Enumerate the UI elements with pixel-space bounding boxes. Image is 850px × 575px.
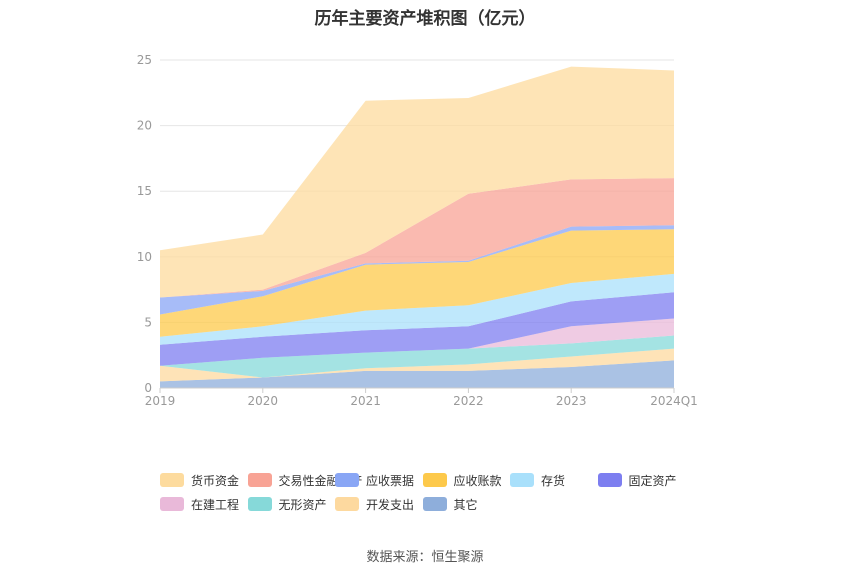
- area-series-1: [160, 348, 674, 382]
- y-tick-label: 10: [137, 250, 152, 264]
- legend-swatch: [160, 497, 184, 511]
- source-note: 数据来源：恒生聚源: [366, 550, 484, 565]
- area-series-5: [160, 273, 674, 345]
- legend-item[interactable]: 无形资产: [247, 496, 327, 512]
- area-series-3: [160, 318, 674, 366]
- area-series-8: [160, 178, 674, 298]
- area-series-4: [160, 292, 674, 366]
- legend-swatch: [510, 473, 534, 487]
- legend-label: 货币资金: [191, 473, 240, 488]
- area-series-0: [160, 360, 674, 388]
- legend-swatch: [247, 497, 272, 511]
- legend-swatch: [247, 473, 272, 487]
- legend-label: 开发支出: [366, 497, 415, 512]
- x-tick-label: 2023: [556, 394, 587, 408]
- legend-item[interactable]: 货币资金: [160, 472, 239, 488]
- legend-swatch: [422, 497, 447, 511]
- x-tick-label: 2021: [350, 394, 381, 408]
- legend-label: 无形资产: [278, 497, 327, 512]
- legend-item[interactable]: 应收票据: [335, 472, 414, 488]
- x-tick-label: 2024Q1: [650, 394, 698, 408]
- y-tick-label: 5: [144, 315, 152, 329]
- area-series-6: [160, 229, 674, 337]
- y-tick-label: 20: [137, 119, 152, 133]
- x-tick-label: 2022: [453, 394, 484, 408]
- x-tick-label: 2019: [145, 394, 176, 408]
- legend-swatch: [335, 497, 359, 511]
- legend-swatch: [335, 473, 359, 487]
- legend-label: 在建工程: [191, 497, 240, 512]
- legend-label: 固定资产: [628, 473, 677, 488]
- legend-label: 应收账款: [453, 473, 502, 488]
- legend-item[interactable]: 其它: [422, 496, 478, 512]
- area-series-9: [160, 66, 674, 298]
- x-tick-label: 2020: [248, 394, 279, 408]
- legend-label: 存货: [541, 473, 566, 488]
- y-tick-label: 25: [137, 53, 152, 67]
- legend-swatch: [160, 473, 184, 487]
- legend-item[interactable]: 固定资产: [597, 472, 677, 488]
- y-tick-label: 0: [144, 381, 152, 395]
- chart-title: 历年主要资产堆积图（亿元）: [314, 9, 536, 29]
- y-tick-label: 15: [137, 184, 152, 198]
- legend-label: 其它: [453, 497, 478, 512]
- area-series-2: [160, 335, 674, 378]
- legend-label: 应收票据: [366, 473, 415, 488]
- legend-item[interactable]: 存货: [510, 472, 565, 488]
- legend-item[interactable]: 应收账款: [422, 472, 502, 488]
- legend-item[interactable]: 开发支出: [335, 496, 414, 512]
- legend-item[interactable]: 在建工程: [160, 496, 239, 512]
- legend-swatch: [422, 473, 447, 487]
- legend-swatch: [597, 473, 622, 487]
